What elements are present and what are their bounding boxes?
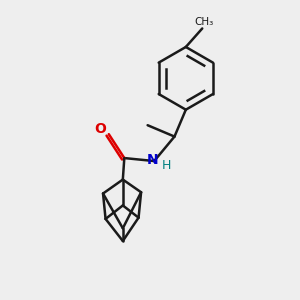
Text: H: H [162,159,171,172]
Text: O: O [94,122,106,136]
Text: CH₃: CH₃ [194,17,213,27]
Text: N: N [147,153,158,166]
